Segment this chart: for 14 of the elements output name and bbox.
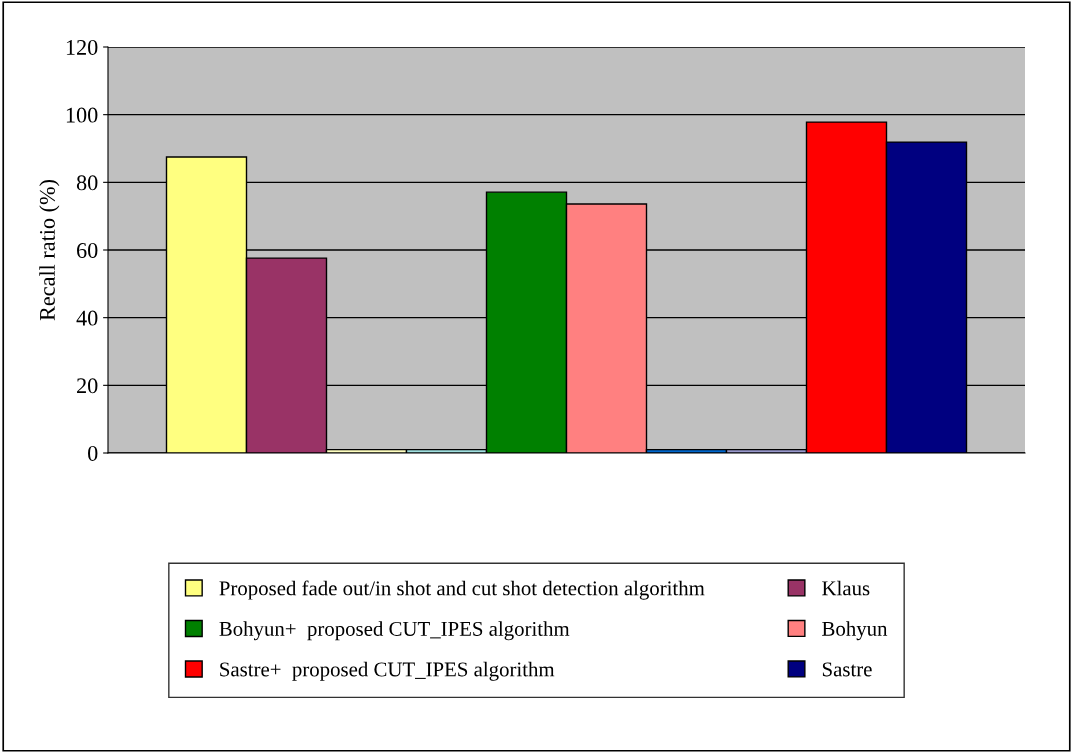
- legend-label: Sastre+ proposed CUT_IPES algorithm: [220, 661, 555, 681]
- y-tick-label: 120: [66, 39, 98, 55]
- y-tick-label: 20: [77, 378, 98, 394]
- y-tick-label: 0: [88, 445, 98, 461]
- legend-label: Bohyun+ proposed CUT_IPES algorithm: [219, 621, 570, 641]
- y-tick-label: 60: [77, 242, 98, 258]
- legend-label: Sastre: [822, 662, 872, 677]
- y-tick-label: 40: [76, 310, 98, 326]
- y-tick-label: 80: [76, 175, 98, 191]
- y-axis-title: Recall ratio (%): [39, 180, 60, 321]
- y-tick-label: 100: [66, 107, 98, 123]
- legend-label: Klaus: [822, 580, 870, 596]
- legend-label: Bohyun: [822, 621, 888, 641]
- legend-label: Proposed fade out/in shot and cut shot detection algorithm: [219, 580, 705, 600]
